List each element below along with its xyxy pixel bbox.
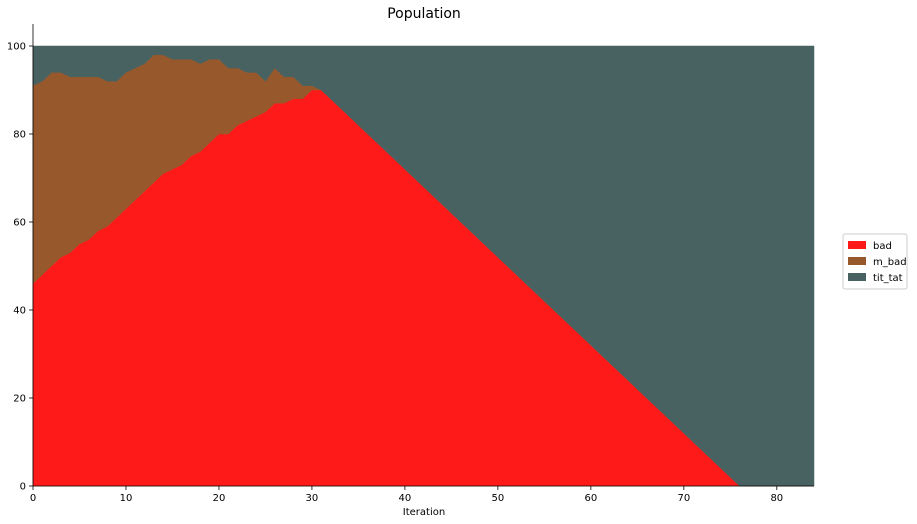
x-axis-label: Iteration: [403, 507, 445, 518]
y-axis-ticks: 0 20 40 60 80 100: [7, 42, 33, 493]
y-tick-label: 100: [7, 42, 26, 53]
legend-swatch-bad: [848, 241, 866, 249]
x-tick-label: 80: [770, 493, 783, 504]
x-tick-label: 60: [584, 493, 597, 504]
y-tick-label: 60: [13, 218, 26, 229]
y-tick-label: 0: [20, 482, 26, 493]
y-tick-label: 80: [13, 130, 26, 141]
x-tick-label: 30: [306, 493, 319, 504]
x-tick-label: 0: [30, 493, 36, 504]
legend-label-bad: bad: [873, 241, 892, 252]
y-tick-label: 20: [13, 394, 26, 405]
x-axis-ticks: 0 10 20 30 40 50 60 70 80: [30, 486, 783, 504]
legend-swatch-tit-tat: [848, 273, 866, 281]
x-tick-label: 20: [213, 493, 226, 504]
x-tick-label: 40: [399, 493, 412, 504]
stacked-areas: [32, 45, 815, 487]
legend-label-tit-tat: tit_tat: [873, 273, 903, 284]
legend-label-m-bad: m_bad: [873, 257, 907, 268]
x-tick-label: 10: [120, 493, 133, 504]
y-tick-label: 40: [13, 306, 26, 317]
x-tick-label: 70: [677, 493, 690, 504]
legend: bad m_bad tit_tat: [842, 233, 908, 290]
legend-swatch-m-bad: [848, 257, 866, 265]
chart-title: Population: [387, 6, 461, 22]
x-tick-label: 50: [492, 493, 505, 504]
